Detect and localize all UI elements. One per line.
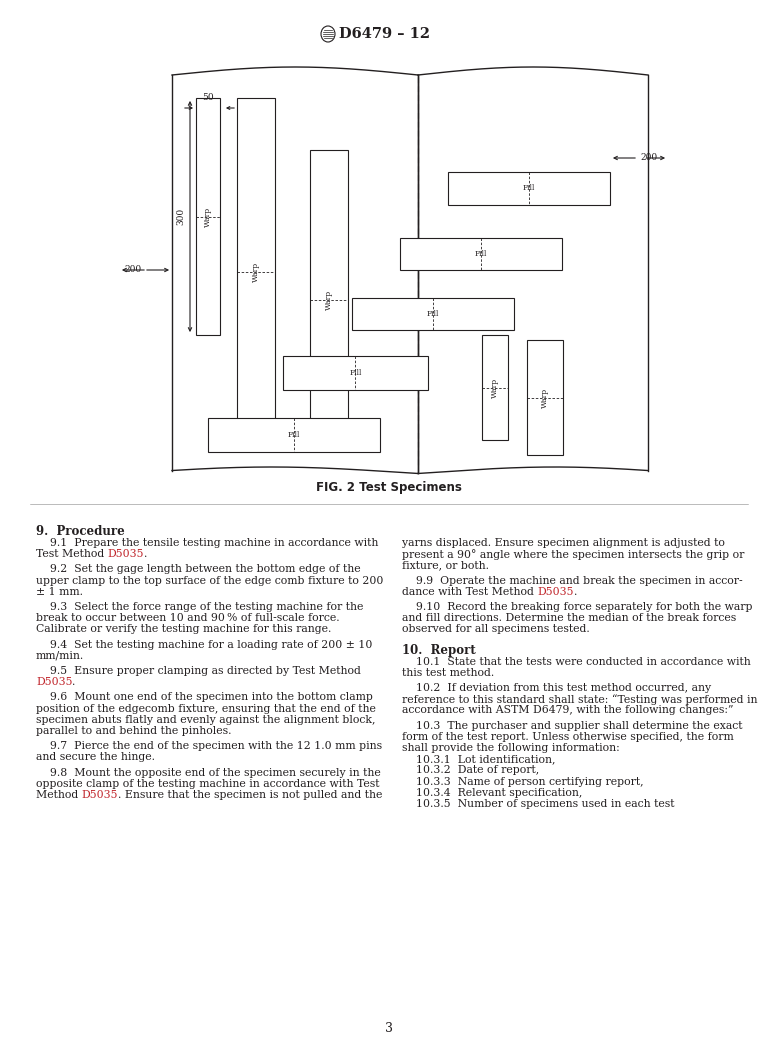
Text: break to occur between 10 and 90 % of full-scale force.: break to occur between 10 and 90 % of fu… bbox=[36, 613, 340, 624]
Text: accordance with ASTM D6479, with the following changes:”: accordance with ASTM D6479, with the fol… bbox=[402, 706, 734, 715]
Ellipse shape bbox=[321, 26, 335, 42]
Text: .: . bbox=[144, 550, 148, 559]
Text: D5035: D5035 bbox=[107, 550, 144, 559]
Text: Test Method: Test Method bbox=[36, 550, 107, 559]
Bar bbox=[482, 335, 508, 440]
Text: 9.7  Pierce the end of the specimen with the 12 1.0 mm pins: 9.7 Pierce the end of the specimen with … bbox=[36, 741, 382, 752]
Text: 10.3.4  Relevant specification,: 10.3.4 Relevant specification, bbox=[402, 788, 583, 797]
Text: .: . bbox=[72, 678, 76, 687]
Text: specimen abuts flatly and evenly against the alignment block,: specimen abuts flatly and evenly against… bbox=[36, 715, 376, 725]
Text: 9.4  Set the testing machine for a loading rate of 200 ± 10: 9.4 Set the testing machine for a loadin… bbox=[36, 639, 373, 650]
Text: Calibrate or verify the testing machine for this range.: Calibrate or verify the testing machine … bbox=[36, 625, 331, 634]
Text: Fill: Fill bbox=[523, 184, 535, 193]
Text: . Ensure that the specimen is not pulled and the: . Ensure that the specimen is not pulled… bbox=[118, 790, 383, 799]
Text: 300: 300 bbox=[176, 208, 185, 225]
Text: 3: 3 bbox=[385, 1021, 393, 1035]
Text: D6479 – 12: D6479 – 12 bbox=[339, 27, 430, 41]
Text: Warp: Warp bbox=[325, 290, 333, 310]
Text: yarns displaced. Ensure specimen alignment is adjusted to: yarns displaced. Ensure specimen alignme… bbox=[402, 538, 725, 548]
Text: mm/min.: mm/min. bbox=[36, 651, 84, 661]
Text: present a 90° angle where the specimen intersects the grip or: present a 90° angle where the specimen i… bbox=[402, 550, 745, 560]
Bar bbox=[448, 172, 610, 205]
Bar bbox=[527, 340, 563, 455]
Text: 10.2  If deviation from this test method occurred, any: 10.2 If deviation from this test method … bbox=[402, 683, 711, 693]
Text: and fill directions. Determine the median of the break forces: and fill directions. Determine the media… bbox=[402, 613, 736, 624]
Text: dance with Test Method: dance with Test Method bbox=[402, 587, 538, 596]
Text: Fill: Fill bbox=[288, 431, 300, 439]
Text: 9.  Procedure: 9. Procedure bbox=[36, 525, 124, 538]
Text: 9.6  Mount one end of the specimen into the bottom clamp: 9.6 Mount one end of the specimen into t… bbox=[36, 692, 373, 703]
Text: 10.3  The purchaser and supplier shall determine the exact: 10.3 The purchaser and supplier shall de… bbox=[402, 720, 742, 731]
Text: reference to this standard shall state: “Testing was performed in: reference to this standard shall state: … bbox=[402, 694, 758, 705]
Text: 200: 200 bbox=[125, 265, 142, 275]
Text: upper clamp to the top surface of the edge comb fixture to 200: upper clamp to the top surface of the ed… bbox=[36, 576, 384, 586]
Text: 9.8  Mount the opposite end of the specimen securely in the: 9.8 Mount the opposite end of the specim… bbox=[36, 767, 380, 778]
Text: 10.3.3  Name of person certifying report,: 10.3.3 Name of person certifying report, bbox=[402, 777, 643, 787]
Text: Warp: Warp bbox=[541, 387, 549, 408]
Bar bbox=[196, 98, 220, 335]
Text: Warp: Warp bbox=[491, 378, 499, 398]
Text: D5035: D5035 bbox=[538, 587, 574, 596]
Text: Fill: Fill bbox=[349, 369, 362, 377]
Text: ± 1 mm.: ± 1 mm. bbox=[36, 587, 83, 596]
Text: form of the test report. Unless otherwise specified, the form: form of the test report. Unless otherwis… bbox=[402, 732, 734, 742]
Text: .: . bbox=[574, 587, 577, 596]
Text: 10.  Report: 10. Report bbox=[402, 643, 476, 657]
Text: Method: Method bbox=[36, 790, 82, 799]
Text: 10.3.2  Date of report,: 10.3.2 Date of report, bbox=[402, 765, 539, 776]
Bar bbox=[352, 298, 514, 330]
Text: Warp: Warp bbox=[252, 261, 260, 281]
Text: this test method.: this test method. bbox=[402, 667, 494, 678]
Text: and secure the hinge.: and secure the hinge. bbox=[36, 753, 155, 762]
Text: observed for all specimens tested.: observed for all specimens tested. bbox=[402, 625, 590, 634]
Text: shall provide the following information:: shall provide the following information: bbox=[402, 743, 620, 753]
Text: 9.1  Prepare the tensile testing machine in accordance with: 9.1 Prepare the tensile testing machine … bbox=[36, 538, 378, 548]
Text: D5035: D5035 bbox=[82, 790, 118, 799]
Text: 50: 50 bbox=[202, 93, 214, 102]
Text: D5035: D5035 bbox=[36, 678, 72, 687]
Text: 10.3.1  Lot identification,: 10.3.1 Lot identification, bbox=[402, 754, 555, 764]
Bar bbox=[400, 238, 562, 270]
Bar bbox=[237, 98, 275, 445]
Text: FIG. 2 Test Specimens: FIG. 2 Test Specimens bbox=[316, 482, 462, 494]
Text: opposite clamp of the testing machine in accordance with Test: opposite clamp of the testing machine in… bbox=[36, 779, 380, 789]
Text: 9.5  Ensure proper clamping as directed by Test Method: 9.5 Ensure proper clamping as directed b… bbox=[36, 666, 361, 676]
Text: 9.10  Record the breaking force separately for both the warp: 9.10 Record the breaking force separatel… bbox=[402, 602, 752, 612]
Text: 10.1  State that the tests were conducted in accordance with: 10.1 State that the tests were conducted… bbox=[402, 657, 751, 666]
Text: fixture, or both.: fixture, or both. bbox=[402, 560, 489, 570]
Text: position of the edgecomb fixture, ensuring that the end of the: position of the edgecomb fixture, ensuri… bbox=[36, 704, 376, 713]
Text: Warp: Warp bbox=[204, 206, 212, 227]
Text: 9.2  Set the gage length between the bottom edge of the: 9.2 Set the gage length between the bott… bbox=[36, 564, 361, 575]
Text: parallel to and behind the pinholes.: parallel to and behind the pinholes. bbox=[36, 726, 232, 736]
Text: 200: 200 bbox=[640, 153, 657, 162]
Text: 10.3.5  Number of specimens used in each test: 10.3.5 Number of specimens used in each … bbox=[402, 799, 675, 809]
Bar bbox=[310, 150, 348, 450]
Text: 9.9  Operate the machine and break the specimen in accor-: 9.9 Operate the machine and break the sp… bbox=[402, 576, 743, 586]
Text: Fill: Fill bbox=[475, 250, 487, 258]
Text: 9.3  Select the force range of the testing machine for the: 9.3 Select the force range of the testin… bbox=[36, 602, 363, 612]
Bar bbox=[283, 356, 428, 390]
Text: Fill: Fill bbox=[427, 310, 440, 318]
Bar bbox=[208, 418, 380, 452]
